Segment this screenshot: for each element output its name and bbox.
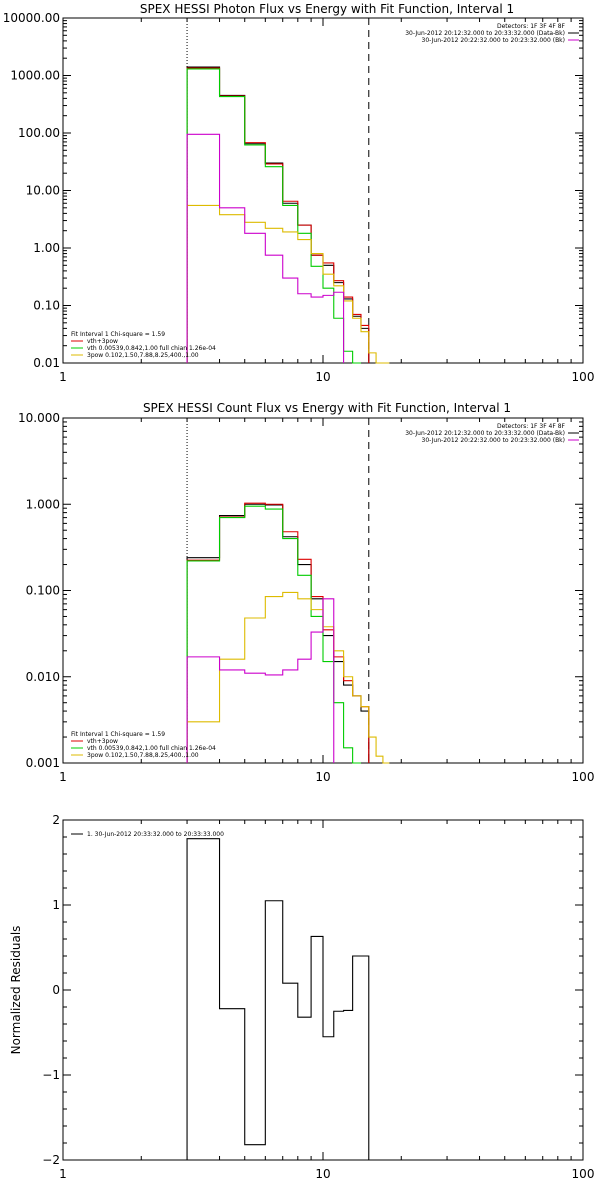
axis-ticks: 1 10 100 0.001 0.010 0.100 1.000 10.000 — [18, 411, 594, 784]
y-tick-label: 0.001 — [26, 756, 60, 770]
y-tick-label: 10.00 — [26, 184, 60, 198]
plot-frame — [62, 17, 584, 364]
series-line-4 — [186, 133, 345, 363]
x-tick-label: 1 — [59, 370, 67, 384]
x-tick-label: 100 — [572, 370, 595, 384]
y-tick-label: 10.000 — [18, 411, 60, 425]
count-flux-panel: SPEX HESSI Count Flux vs Energy with Fit… — [18, 401, 594, 784]
legend-left-entry: vth+3pow — [87, 738, 118, 745]
series-group — [186, 838, 370, 1160]
x-tick-label: 100 — [572, 770, 595, 784]
y-tick-label: 0.100 — [26, 584, 60, 598]
reference-lines — [186, 418, 370, 763]
x-tick-label: 1 — [59, 770, 67, 784]
series-group — [186, 66, 390, 364]
y-tick-label: 100.00 — [18, 126, 60, 140]
y-tick-label: 1.00 — [33, 241, 60, 255]
series-line-0 — [186, 838, 370, 1160]
chart-title: SPEX HESSI Photon Flux vs Energy with Fi… — [140, 2, 514, 16]
legend-right-entry: 30-Jun-2012 20:12:32.000 to 20:33:32.000… — [405, 30, 565, 37]
y-tick-label: 2 — [52, 813, 60, 827]
reference-lines — [186, 18, 370, 363]
legend-left-entry: Fit Interval 1 Chi-square = 1.59 — [71, 731, 165, 738]
chart-title: SPEX HESSI Count Flux vs Energy with Fit… — [143, 401, 511, 415]
y-tick-label: −1 — [42, 1068, 60, 1082]
legend-right-entry: 30-Jun-2012 20:22:32.000 to 20:23:32.000… — [422, 37, 565, 44]
x-tick-label: 10 — [315, 770, 330, 784]
axis-ticks: 1 10 100 0.01 0.10 1.00 10.00 100.00 1000.00 1000… — [3, 11, 595, 384]
series-line-1 — [186, 502, 370, 763]
x-tick-label: 1 — [59, 1167, 67, 1181]
y-axis-label: Normalized Residuals — [9, 926, 23, 1055]
series-group — [186, 502, 390, 764]
y-tick-label: 0 — [52, 983, 60, 997]
legend-left-entry: vth 0.00539,0.842,1.00 full chian 1.26e-… — [87, 745, 216, 752]
legend-left: Fit Interval 1 Chi-square = 1.59vth+3pow… — [71, 731, 216, 759]
legend-left: Fit Interval 1 Chi-square = 1.59vth+3pow… — [71, 331, 216, 359]
y-tick-label: 1.000 — [26, 497, 60, 511]
plot-frame — [62, 417, 584, 764]
y-tick-label: 1000.00 — [10, 69, 60, 83]
series-line-0 — [186, 503, 370, 763]
legend-left-entry: vth+3pow — [87, 338, 118, 345]
series-line-3 — [186, 591, 390, 764]
legend-left-entry: 3pow 0.102,1.50,7.88,8.25,400.,1.00 — [87, 752, 199, 759]
x-tick-label: 100 — [572, 1167, 595, 1181]
legend-left-entry: 3pow 0.102,1.50,7.88,8.25,400.,1.00 — [87, 352, 199, 359]
series-line-4 — [186, 598, 335, 763]
y-tick-label: 1 — [52, 898, 60, 912]
residuals-panel: Normalized Residuals 1 10 100 −2 −1 0 1 2 1. 30… — [9, 813, 594, 1181]
y-tick-label: 10000.00 — [3, 11, 60, 25]
y-tick-label: 0.01 — [33, 356, 60, 370]
series-line-2 — [186, 505, 361, 764]
axis-ticks: 1 10 100 −2 −1 0 1 2 — [42, 813, 594, 1181]
series-line-2 — [186, 68, 361, 364]
x-tick-label: 10 — [315, 1167, 330, 1181]
y-tick-label: −2 — [42, 1153, 60, 1167]
legend-left-entry: Fit Interval 1 Chi-square = 1.59 — [71, 331, 165, 338]
photon-flux-panel: SPEX HESSI Photon Flux vs Energy with Fi… — [3, 2, 595, 384]
y-tick-label: 0.10 — [33, 299, 60, 313]
series-line-3 — [186, 204, 390, 364]
legend-right-entry: Detectors: 1F 3F 4F 8F — [497, 23, 566, 30]
legend-right-entry: Detectors: 1F 3F 4F 8F — [497, 423, 566, 430]
legend-left-entry: vth 0.00539,0.842,1.00 full chian 1.26e-… — [87, 345, 216, 352]
legend-left-entry: 1. 30-Jun-2012 20:33:32.000 to 20:33:33.… — [87, 831, 224, 838]
y-tick-label: 0.010 — [26, 670, 60, 684]
legend-right-entry: 30-Jun-2012 20:22:32.000 to 20:23:32.000… — [422, 437, 565, 444]
legend-right-entry: 30-Jun-2012 20:12:32.000 to 20:33:32.000… — [405, 430, 565, 437]
legend-left: 1. 30-Jun-2012 20:33:32.000 to 20:33:33.… — [71, 831, 224, 838]
x-tick-label: 10 — [315, 370, 330, 384]
